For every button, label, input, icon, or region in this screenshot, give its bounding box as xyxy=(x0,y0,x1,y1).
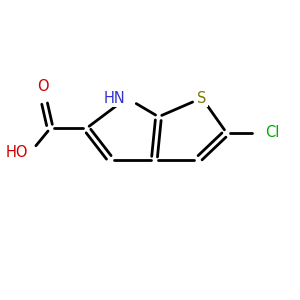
Text: HN: HN xyxy=(103,91,125,106)
Text: O: O xyxy=(37,79,49,94)
Text: S: S xyxy=(197,91,207,106)
Text: HO: HO xyxy=(6,146,28,160)
Text: Cl: Cl xyxy=(266,125,280,140)
